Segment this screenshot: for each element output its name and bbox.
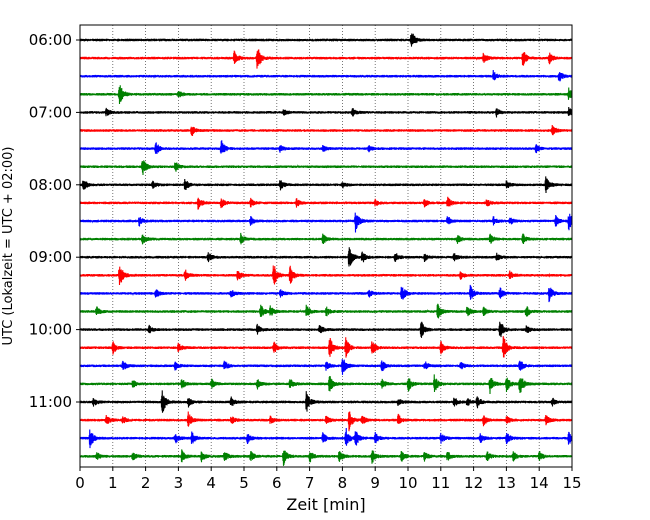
seismic-trace [79, 160, 573, 176]
seismic-trace [79, 107, 573, 118]
seismic-trace [79, 140, 573, 154]
seismic-trace [79, 390, 573, 413]
x-tick-label: 2 [141, 474, 151, 492]
y-axis-label: UTC (Lokalzeit = UTC + 02:00) [1, 147, 16, 346]
x-tick-label: 14 [530, 474, 549, 492]
seismic-trace [79, 449, 573, 466]
x-tick-label: 7 [305, 474, 315, 492]
y-tick-label: 10:00 [29, 321, 72, 339]
seismic-trace [79, 265, 573, 285]
x-tick-label: 0 [75, 474, 85, 492]
axes-frame [79, 24, 573, 468]
x-tick-label: 4 [206, 474, 216, 492]
y-tick-label: 11:00 [29, 393, 72, 411]
seismic-trace [79, 85, 573, 105]
y-tick-label: 09:00 [29, 248, 72, 266]
x-tick-label: 5 [239, 474, 249, 492]
y-tick-label: 08:00 [29, 176, 72, 194]
seismic-trace [79, 33, 573, 47]
x-tick-label: 10 [398, 474, 417, 492]
x-tick-label: 13 [497, 474, 516, 492]
y-tick-label: 07:00 [29, 103, 72, 121]
x-axis-ticks: 0 1 2 3 4 5 6 7 8 9 10 11 12 13 14 15 [75, 467, 582, 492]
x-tick-label: 11 [431, 474, 450, 492]
seismic-trace [79, 374, 573, 394]
seismic-trace [79, 336, 573, 358]
seismic-trace [79, 303, 573, 319]
x-tick-label: 9 [370, 474, 380, 492]
seismic-trace [79, 232, 573, 245]
x-tick-label: 15 [562, 474, 581, 492]
seismic-trace [79, 359, 573, 375]
x-tick-label: 8 [338, 474, 348, 492]
y-axis-ticks: 06:00 07:00 08:00 09:00 10:00 11:00 [29, 31, 80, 411]
seismic-trace [79, 247, 573, 267]
x-tick-label: 12 [464, 474, 483, 492]
seismic-trace [79, 176, 573, 194]
seismic-trace [79, 196, 573, 210]
seismic-trace [79, 49, 573, 69]
seismic-trace [79, 321, 573, 338]
seismic-trace [79, 428, 573, 449]
x-tick-label: 3 [174, 474, 184, 492]
seismic-trace [79, 284, 573, 303]
seismic-trace [79, 411, 573, 432]
seismic-trace [79, 212, 573, 233]
seismic-traces [79, 33, 573, 466]
y-tick-label: 06:00 [29, 31, 72, 49]
x-tick-label: 1 [108, 474, 118, 492]
seismic-trace [79, 125, 573, 136]
x-axis-label: Zeit [min] [286, 495, 365, 514]
seismic-trace [79, 70, 573, 82]
x-tick-label: 6 [272, 474, 282, 492]
